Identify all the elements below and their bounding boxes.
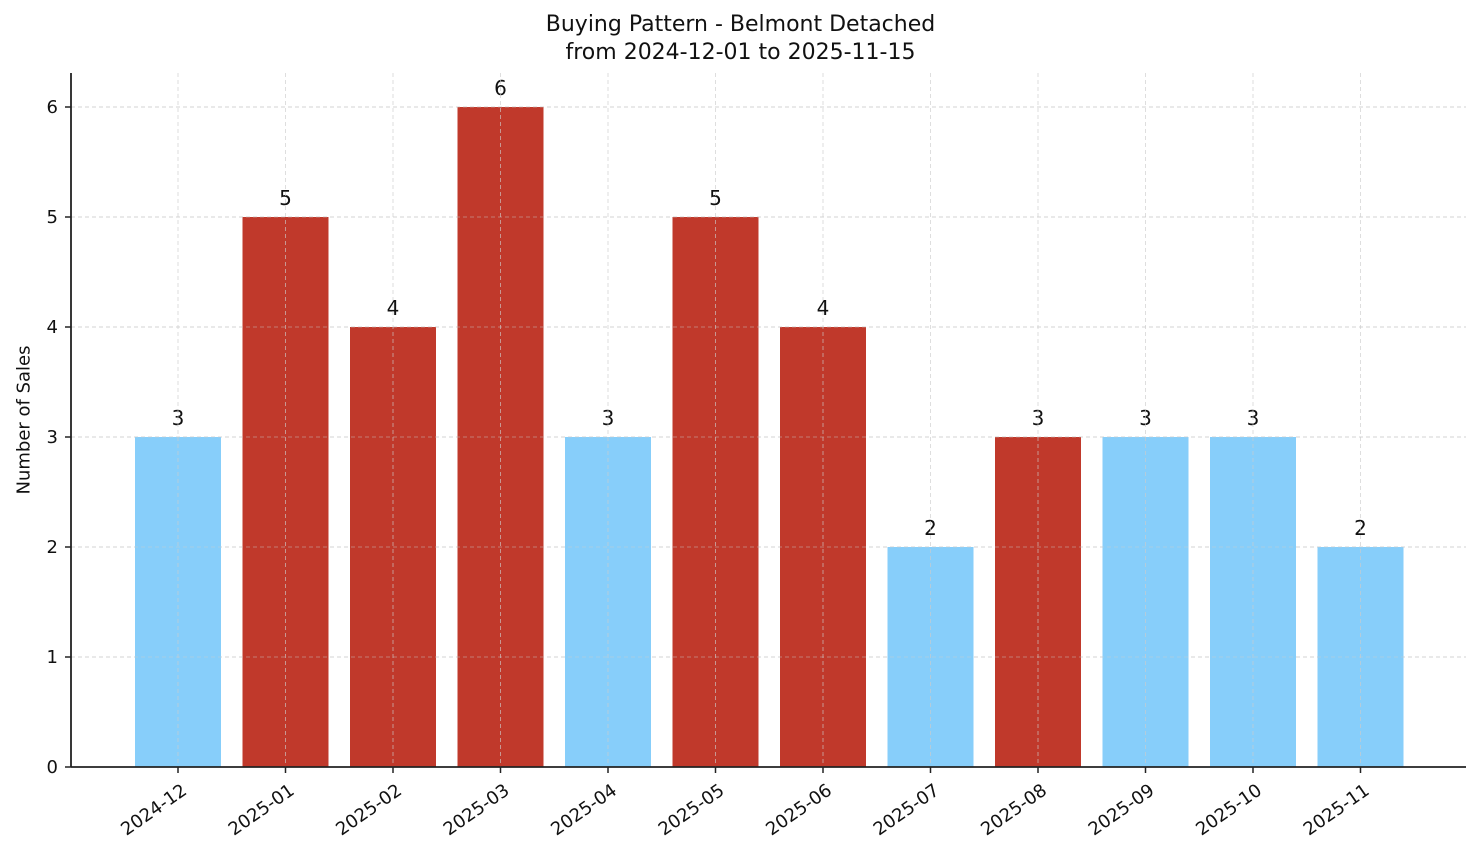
x-tick-label: 2025-06 — [762, 780, 836, 840]
x-tick-label: 2025-03 — [440, 780, 514, 840]
x-tick-label: 2025-07 — [870, 780, 944, 840]
y-tick-label: 4 — [47, 317, 58, 338]
y-tick-label: 3 — [47, 427, 58, 448]
x-tick-label: 2025-10 — [1192, 780, 1266, 840]
x-tick-label: 2025-01 — [225, 780, 299, 840]
y-tick-label: 0 — [47, 757, 58, 778]
x-tick-label: 2025-02 — [332, 780, 406, 840]
y-tick-label: 1 — [47, 647, 58, 668]
x-tick-label: 2024-12 — [117, 780, 191, 840]
bar-value-label: 5 — [709, 186, 722, 210]
chart-title: Buying Pattern - Belmont Detached — [545, 12, 936, 37]
x-tick-label: 2025-08 — [977, 780, 1051, 840]
y-tick-label: 6 — [47, 97, 58, 118]
x-tick-label: 2025-04 — [547, 780, 621, 840]
chart-subtitle: from 2024-12-01 to 2025-11-15 — [565, 40, 916, 65]
y-tick-label: 2 — [47, 537, 58, 558]
x-tick-label: 2025-11 — [1300, 780, 1374, 840]
x-tick-label: 2025-09 — [1085, 780, 1159, 840]
y-tick-label: 5 — [47, 207, 58, 228]
bar-value-label: 5 — [279, 186, 292, 210]
x-tick-label: 2025-05 — [655, 780, 729, 840]
